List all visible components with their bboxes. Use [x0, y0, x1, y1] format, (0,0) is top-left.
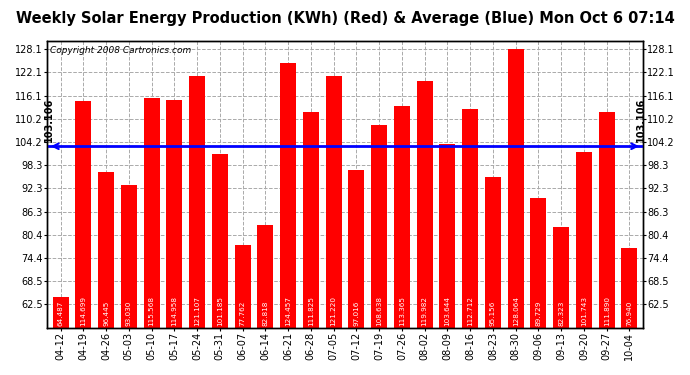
Text: 121.107: 121.107 — [194, 296, 200, 326]
Bar — [75, 101, 91, 328]
Text: 121.220: 121.220 — [331, 296, 337, 326]
Text: 82.323: 82.323 — [558, 301, 564, 326]
Text: 111.890: 111.890 — [604, 296, 610, 326]
Bar — [394, 106, 410, 328]
Text: 101.743: 101.743 — [581, 296, 587, 326]
Text: Copyright 2008 Cartronics.com: Copyright 2008 Cartronics.com — [50, 45, 191, 54]
Text: 101.185: 101.185 — [217, 296, 223, 326]
Bar — [553, 227, 569, 328]
Bar — [440, 144, 455, 328]
Text: 93.030: 93.030 — [126, 301, 132, 326]
Text: 95.156: 95.156 — [490, 301, 496, 326]
Bar — [485, 177, 501, 328]
Bar — [303, 112, 319, 328]
Bar — [280, 63, 296, 328]
Text: 124.457: 124.457 — [285, 296, 291, 326]
Bar — [212, 154, 228, 328]
Bar — [166, 100, 182, 328]
Bar — [144, 98, 159, 328]
Text: 103.106: 103.106 — [635, 98, 646, 142]
Text: 108.638: 108.638 — [376, 296, 382, 326]
Bar — [508, 49, 524, 328]
Bar — [576, 152, 592, 328]
Bar — [622, 248, 638, 328]
Text: 114.958: 114.958 — [171, 296, 177, 326]
Bar — [417, 81, 433, 328]
Bar — [235, 245, 250, 328]
Bar — [371, 125, 387, 328]
Bar — [348, 170, 364, 328]
Text: 112.712: 112.712 — [467, 296, 473, 326]
Bar — [257, 225, 273, 328]
Bar — [98, 172, 114, 328]
Bar — [531, 198, 546, 328]
Text: 76.940: 76.940 — [627, 301, 633, 326]
Bar — [189, 76, 205, 328]
Text: 77.762: 77.762 — [239, 301, 246, 326]
Bar — [121, 186, 137, 328]
Text: 97.016: 97.016 — [353, 301, 359, 326]
Text: 114.699: 114.699 — [80, 296, 86, 326]
Text: Weekly Solar Energy Production (KWh) (Red) & Average (Blue) Mon Oct 6 07:14: Weekly Solar Energy Production (KWh) (Re… — [16, 11, 674, 26]
Bar — [326, 76, 342, 328]
Bar — [462, 109, 478, 328]
Text: 115.568: 115.568 — [148, 296, 155, 326]
Bar — [599, 112, 615, 328]
Text: 64.487: 64.487 — [57, 301, 63, 326]
Text: 111.825: 111.825 — [308, 296, 314, 326]
Text: 96.445: 96.445 — [103, 301, 109, 326]
Text: 113.365: 113.365 — [399, 296, 405, 326]
Text: 82.818: 82.818 — [262, 301, 268, 326]
Text: 128.064: 128.064 — [513, 296, 519, 326]
Text: 103.106: 103.106 — [44, 98, 55, 142]
Bar — [52, 297, 68, 328]
Text: 103.644: 103.644 — [444, 296, 451, 326]
Text: 119.982: 119.982 — [422, 296, 428, 326]
Text: 89.729: 89.729 — [535, 301, 542, 326]
